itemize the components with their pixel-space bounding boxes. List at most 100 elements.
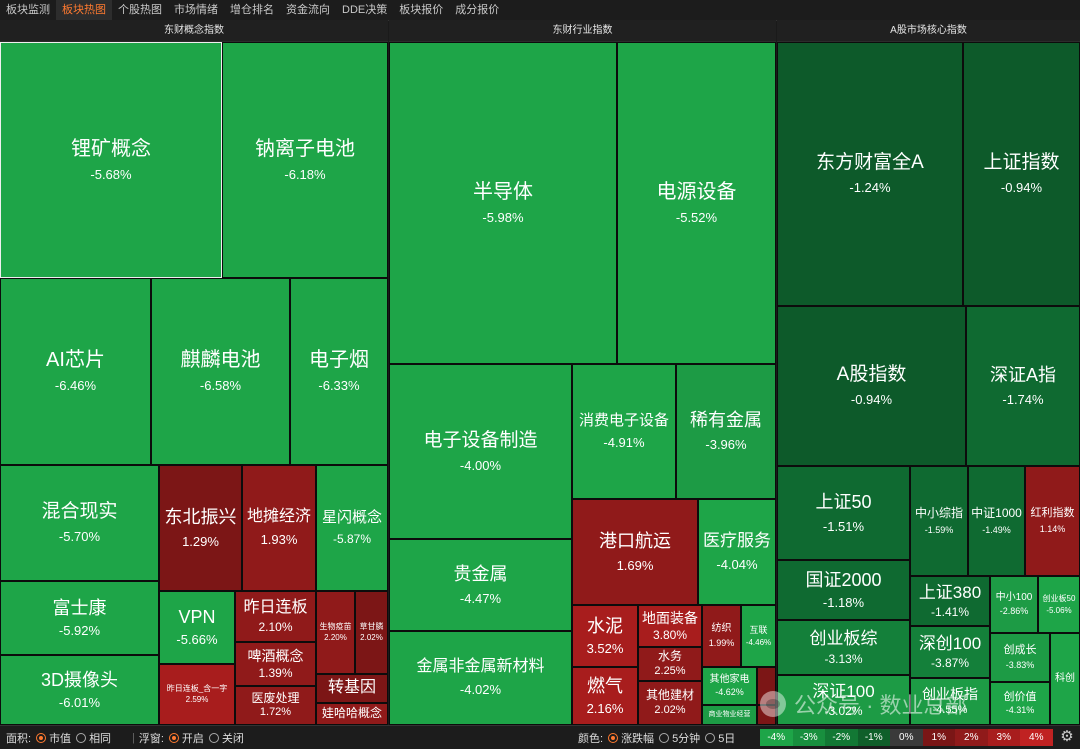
heatmap-tile[interactable]: 稀有金属 -3.96% bbox=[676, 364, 776, 499]
tile-name: 科创 bbox=[1055, 673, 1075, 685]
heatmap-tile[interactable] bbox=[757, 667, 776, 705]
area-market-cap-radio[interactable] bbox=[36, 732, 47, 743]
heatmap-tile[interactable]: 水务 2.25% bbox=[638, 647, 702, 681]
heatmap-tile[interactable]: 其他建材 2.02% bbox=[638, 681, 702, 725]
heatmap-tile[interactable]: 昨日连板_含一字 2.59% bbox=[159, 664, 235, 725]
heatmap-tile[interactable]: 上证指数 -0.94% bbox=[963, 42, 1080, 306]
heatmap-tile[interactable]: 港口航运 1.69% bbox=[572, 499, 698, 605]
heatmap-tile[interactable]: 东北振兴 1.29% bbox=[159, 465, 242, 591]
heatmap-tile[interactable]: AI芯片 -6.46% bbox=[0, 278, 151, 465]
float-option-on[interactable]: 开启 bbox=[181, 732, 204, 745]
heatmap-tile[interactable]: 创业板指 -4.55% bbox=[910, 678, 990, 725]
heatmap-tile[interactable]: 娃哈哈概念 bbox=[316, 703, 388, 725]
heatmap-tile[interactable]: A股指数 -0.94% bbox=[777, 306, 966, 466]
color-option-5day[interactable]: 5日 bbox=[718, 732, 736, 745]
tile-change: -5.06% bbox=[1046, 605, 1072, 615]
tile-change: -4.31% bbox=[1005, 705, 1035, 716]
tab-dde-decision[interactable]: DDE决策 bbox=[342, 4, 388, 16]
heatmap-tile[interactable]: 锂矿概念 -5.68% bbox=[0, 42, 222, 278]
tab-sector-monitor[interactable]: 板块监测 bbox=[6, 4, 50, 16]
heatmap-tile[interactable]: 贵金属 -4.47% bbox=[389, 539, 572, 631]
tab-position-ranking[interactable]: 增仓排名 bbox=[230, 4, 274, 16]
heatmap-tile[interactable]: 中证1000 -1.49% bbox=[968, 466, 1025, 576]
heatmap-tile[interactable]: 麒麟电池 -6.58% bbox=[151, 278, 290, 465]
tile-change: -6.18% bbox=[284, 166, 326, 182]
heatmap-tile[interactable]: 地面装备 3.80% bbox=[638, 605, 702, 647]
area-option-equal[interactable]: 相同 bbox=[89, 732, 112, 745]
tile-name: 创业板指 bbox=[922, 685, 978, 702]
heatmap-tile[interactable]: 商业物业经营 bbox=[702, 705, 757, 725]
tile-change: -1.41% bbox=[930, 604, 970, 619]
heatmap-tile[interactable]: 电源设备 -5.52% bbox=[617, 42, 776, 364]
tile-change: 2.59% bbox=[185, 695, 209, 705]
heatmap-tile[interactable]: 中小综指 -1.59% bbox=[910, 466, 968, 576]
tile-change: -3.13% bbox=[824, 652, 863, 667]
heatmap-tile[interactable]: 东方财富全A -1.24% bbox=[777, 42, 963, 306]
heatmap-tile[interactable]: 红利指数 1.14% bbox=[1025, 466, 1080, 576]
heatmap-tile[interactable]: 深创100 -3.87% bbox=[910, 626, 990, 678]
heatmap-tile[interactable]: 草甘膦 2.02% bbox=[355, 591, 388, 674]
heatmap-tile[interactable]: 电子设备制造 -4.00% bbox=[389, 364, 572, 539]
tile-name: 深证100 bbox=[812, 682, 875, 702]
heatmap-tile[interactable]: VPN -5.66% bbox=[159, 591, 235, 664]
tab-fund-flow[interactable]: 资金流向 bbox=[286, 4, 330, 16]
heatmap-tile[interactable]: 混合现实 -5.70% bbox=[0, 465, 159, 581]
color-5day-radio[interactable] bbox=[705, 732, 716, 743]
color-change-radio[interactable] bbox=[608, 732, 619, 743]
heatmap-tile[interactable]: 昨日连板 2.10% bbox=[235, 591, 316, 642]
heatmap-tile[interactable]: 金属非金属新材料 -4.02% bbox=[389, 631, 572, 725]
float-option-off[interactable]: 关闭 bbox=[221, 732, 244, 745]
tile-name: 医疗服务 bbox=[703, 531, 771, 551]
color-option-5min[interactable]: 5分钟 bbox=[672, 732, 701, 745]
heatmap-tile[interactable]: 上证380 -1.41% bbox=[910, 576, 990, 626]
heatmap-tile[interactable]: 创成长 -3.83% bbox=[990, 633, 1050, 682]
heatmap-tile[interactable]: 纺织 1.99% bbox=[702, 605, 741, 667]
settings-gear-icon[interactable]: ⚙ bbox=[1060, 728, 1074, 745]
heatmap-tile[interactable]: 创业板50 -5.06% bbox=[1038, 576, 1080, 633]
tile-change: 1.93% bbox=[260, 532, 298, 548]
area-option-market-cap[interactable]: 市值 bbox=[49, 732, 72, 745]
color-5min-radio[interactable] bbox=[659, 732, 670, 743]
tab-stock-heatmap[interactable]: 个股热图 bbox=[118, 4, 162, 16]
heatmap-tile[interactable]: 啤酒概念 1.39% bbox=[235, 642, 316, 686]
heatmap-tile[interactable]: 半导体 -5.98% bbox=[389, 42, 617, 364]
tile-name: 昨日连板_含一字 bbox=[166, 684, 228, 694]
heatmap-tile[interactable]: 深证A指 -1.74% bbox=[966, 306, 1080, 466]
tile-change: 1.99% bbox=[708, 637, 735, 648]
heatmap-tile[interactable]: 富士康 -5.92% bbox=[0, 581, 159, 655]
heatmap-tile[interactable]: 钠离子电池 -6.18% bbox=[222, 42, 388, 278]
heatmap-tile[interactable]: 深证100 -3.02% bbox=[777, 675, 910, 725]
area-equal-radio[interactable] bbox=[76, 732, 87, 743]
tab-sector-heatmap[interactable]: 板块热图 bbox=[56, 0, 112, 20]
heatmap-tile[interactable] bbox=[757, 705, 776, 725]
float-off-radio[interactable] bbox=[208, 732, 219, 743]
tile-change: -6.01% bbox=[58, 694, 101, 710]
heatmap-tile[interactable]: 上证50 -1.51% bbox=[777, 466, 910, 560]
tile-change: -4.47% bbox=[459, 590, 502, 606]
heatmap-tile[interactable]: 中小100 -2.86% bbox=[990, 576, 1038, 633]
heatmap-tile[interactable]: 星闪概念 -5.87% bbox=[316, 465, 388, 591]
heatmap-tile[interactable]: 水泥 3.52% bbox=[572, 605, 638, 667]
heatmap-tile[interactable]: 生物疫苗 2.20% bbox=[316, 591, 355, 674]
heatmap-tile[interactable]: 其他家电 -4.62% bbox=[702, 667, 757, 705]
heatmap-tile[interactable]: 3D摄像头 -6.01% bbox=[0, 655, 159, 725]
tab-market-sentiment[interactable]: 市场情绪 bbox=[174, 4, 218, 16]
float-on-radio[interactable] bbox=[168, 732, 179, 743]
heatmap-tile[interactable]: 创业板综 -3.13% bbox=[777, 620, 910, 675]
heatmap-tile[interactable]: 国证2000 -1.18% bbox=[777, 560, 910, 620]
color-option-change[interactable]: 涨跌幅 bbox=[621, 732, 655, 745]
tab-constituent-quote[interactable]: 成分报价 bbox=[455, 4, 500, 16]
heatmap-tile[interactable]: 地摊经济 1.93% bbox=[242, 465, 316, 591]
heatmap-tile[interactable]: 消费电子设备 -4.91% bbox=[572, 364, 676, 499]
tile-name: 消费电子设备 bbox=[578, 412, 669, 430]
heatmap-tile[interactable]: 燃气 2.16% bbox=[572, 667, 638, 725]
tab-sector-quote[interactable]: 板块报价 bbox=[399, 4, 444, 16]
heatmap-tile[interactable]: 电子烟 -6.33% bbox=[290, 278, 388, 465]
heatmap-tile[interactable]: 医疗服务 -4.04% bbox=[698, 499, 776, 605]
heatmap-tile[interactable]: 科创 bbox=[1050, 633, 1080, 725]
heatmap-tile[interactable]: 医废处理 1.72% bbox=[235, 686, 316, 725]
tile-change: -4.00% bbox=[459, 457, 502, 473]
heatmap-tile[interactable]: 转基因 bbox=[316, 674, 388, 703]
heatmap-tile[interactable]: 创价值 -4.31% bbox=[990, 682, 1050, 725]
heatmap-tile[interactable]: 互联 -4.46% bbox=[741, 605, 776, 667]
